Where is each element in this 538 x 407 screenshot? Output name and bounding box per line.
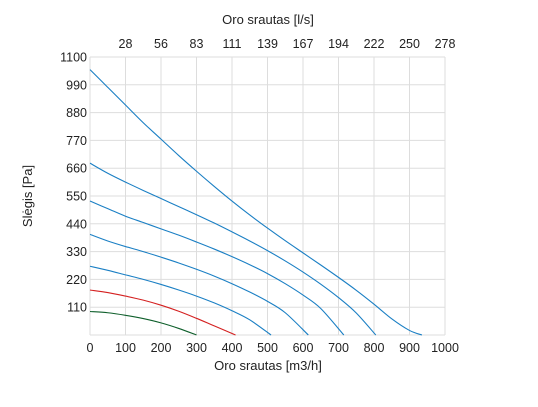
y-tick-label: 660 (66, 162, 87, 176)
x2-tick-label: 56 (154, 37, 168, 51)
fan-curve-6 (89, 162, 377, 336)
y-tick-label: 770 (66, 134, 87, 148)
x-tick-label: 200 (151, 341, 172, 355)
y-axis-title: Slėgis [Pa] (20, 165, 35, 227)
x-axis-title: Oro srautas [m3/h] (214, 358, 322, 373)
x2-tick-label: 83 (190, 37, 204, 51)
x2-tick-label: 194 (328, 37, 349, 51)
x2-tick-label: 139 (257, 37, 278, 51)
fan-curve-3 (89, 265, 272, 336)
y-tick-label: 1100 (60, 51, 87, 65)
x2-tick-label: 250 (399, 37, 420, 51)
x2-axis-title: Oro srautas [l/s] (222, 12, 314, 27)
x2-tick-label: 28 (119, 37, 133, 51)
fan-curve-2 (89, 289, 236, 336)
x-tick-label: 1000 (431, 341, 459, 355)
y-tick-label: 990 (66, 78, 87, 92)
x2-tick-label: 222 (364, 37, 385, 51)
y-tick-label: 440 (66, 217, 87, 231)
grid (89, 56, 446, 336)
y-tick-label: 220 (66, 273, 87, 287)
fan-curve-7 (89, 69, 423, 336)
x-tick-label: 700 (328, 341, 349, 355)
y-tick-label: 880 (66, 106, 87, 120)
x-tick-label: 800 (364, 341, 385, 355)
x-tick-label: 900 (399, 341, 420, 355)
x-tick-label: 500 (257, 341, 278, 355)
y-tick-label: 110 (67, 301, 87, 315)
fan-curves (89, 69, 423, 336)
tick-labels: 0 100 200 300 400 500 600 700 800 900 1000 110 220 33… (60, 37, 459, 355)
x2-tick-label: 278 (435, 37, 456, 51)
x-tick-label: 300 (186, 341, 207, 355)
x-tick-label: 600 (293, 341, 314, 355)
x2-tick-label: 167 (293, 37, 314, 51)
fan-curve-4 (89, 233, 309, 336)
x-tick-label: 0 (87, 341, 94, 355)
y-tick-label: 550 (66, 190, 87, 204)
fan-curve-1 (89, 310, 197, 336)
x2-tick-label: 111 (222, 37, 241, 51)
y-tick-label: 330 (66, 245, 87, 259)
x-tick-label: 100 (115, 341, 136, 355)
x-tick-label: 400 (222, 341, 243, 355)
fan-curve-5 (89, 200, 345, 336)
